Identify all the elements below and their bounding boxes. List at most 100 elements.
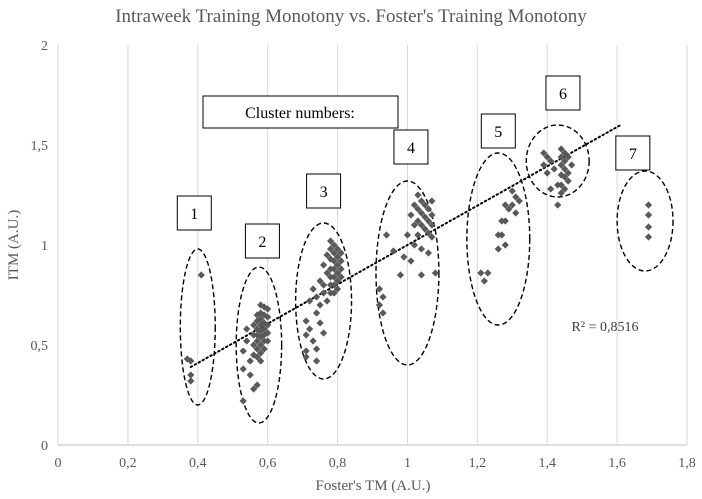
data-point	[414, 217, 422, 225]
data-point	[540, 161, 548, 169]
data-point	[187, 377, 195, 385]
x-tick-label: 1,2	[469, 456, 487, 471]
data-point	[644, 201, 653, 209]
data-point	[337, 257, 345, 265]
data-point	[424, 205, 433, 213]
r-squared-label: R² = 0,8516	[572, 320, 639, 335]
data-point	[543, 153, 551, 161]
data-point	[561, 149, 569, 157]
data-point	[306, 297, 314, 305]
data-point	[316, 319, 324, 327]
cluster-label: 4	[407, 140, 415, 157]
data-point	[379, 293, 387, 301]
x-tick-label: 1	[404, 456, 411, 471]
data-point	[417, 209, 426, 217]
data-point	[337, 273, 345, 281]
data-point	[330, 241, 338, 249]
data-point	[403, 231, 412, 239]
data-point	[417, 221, 426, 229]
data-point	[400, 253, 408, 261]
data-point	[309, 337, 317, 345]
data-point	[264, 337, 272, 345]
data-point	[264, 305, 272, 313]
data-point	[316, 277, 324, 285]
data-point	[246, 371, 254, 379]
data-point	[424, 217, 433, 225]
data-point	[561, 185, 569, 193]
data-point	[501, 217, 509, 225]
data-point	[302, 331, 310, 339]
data-point	[312, 357, 321, 365]
data-point	[253, 345, 261, 353]
data-point	[484, 269, 492, 277]
data-point	[330, 265, 338, 273]
cluster-label: 7	[629, 146, 637, 163]
cluster-ellipse	[466, 152, 531, 326]
data-point	[302, 353, 310, 361]
data-point	[302, 347, 310, 355]
data-point	[319, 289, 328, 297]
x-axis-label: Foster's TM (A.U.)	[316, 478, 431, 494]
x-tick-label: 1,6	[608, 456, 626, 471]
data-point	[330, 257, 338, 265]
data-point	[239, 347, 247, 355]
y-tick-label: 2	[41, 39, 48, 54]
annotation-box	[202, 95, 399, 129]
data-point	[312, 345, 321, 353]
cluster-ellipse	[294, 222, 353, 380]
data-point	[501, 241, 509, 249]
data-point	[557, 153, 565, 161]
data-point	[543, 169, 551, 177]
data-point	[187, 357, 195, 365]
chart-title: Intraweek Training Monotony vs. Foster's…	[115, 6, 587, 27]
data-point	[239, 365, 247, 373]
data-point	[508, 201, 516, 209]
y-tick-label: 1	[41, 239, 48, 254]
data-point	[550, 165, 558, 173]
data-point	[644, 233, 653, 241]
cluster-label-box	[176, 195, 212, 231]
data-point	[375, 301, 384, 309]
x-tick-label: 0,6	[259, 456, 277, 471]
data-point	[260, 325, 268, 333]
cluster-label: 5	[494, 124, 502, 141]
cluster-label-box	[393, 129, 429, 165]
data-point	[428, 211, 436, 219]
data-point	[257, 315, 265, 323]
data-point	[319, 329, 328, 337]
cluster-label: 3	[320, 184, 328, 201]
y-tick-label: 0	[41, 439, 48, 454]
data-point	[410, 221, 419, 229]
data-point	[564, 153, 572, 161]
data-point	[421, 201, 429, 209]
data-point	[414, 205, 422, 213]
data-point	[375, 285, 384, 293]
data-point	[253, 337, 261, 345]
data-point	[246, 357, 254, 365]
cluster-label-box	[244, 223, 280, 259]
data-point	[557, 181, 565, 189]
y-tick-label: 0,5	[31, 339, 49, 354]
cluster-label-box	[306, 173, 342, 209]
cluster-label-box	[480, 113, 516, 149]
data-point	[414, 191, 422, 199]
data-point	[250, 341, 258, 349]
data-point	[187, 371, 195, 379]
data-point	[407, 257, 415, 265]
data-point	[505, 205, 513, 213]
data-point	[319, 281, 328, 289]
x-tick-label: 1,8	[678, 456, 696, 471]
data-point	[333, 253, 342, 261]
data-point	[515, 197, 523, 205]
data-point	[264, 321, 272, 329]
data-point	[410, 201, 419, 209]
cluster-label: 2	[258, 234, 266, 251]
data-point	[264, 313, 272, 321]
data-point	[323, 251, 331, 259]
data-point	[323, 269, 331, 277]
data-point	[312, 309, 321, 317]
data-point	[382, 231, 391, 239]
cluster-label: 6	[559, 86, 567, 103]
x-tick-label: 0,8	[329, 456, 347, 471]
data-point	[253, 381, 261, 389]
